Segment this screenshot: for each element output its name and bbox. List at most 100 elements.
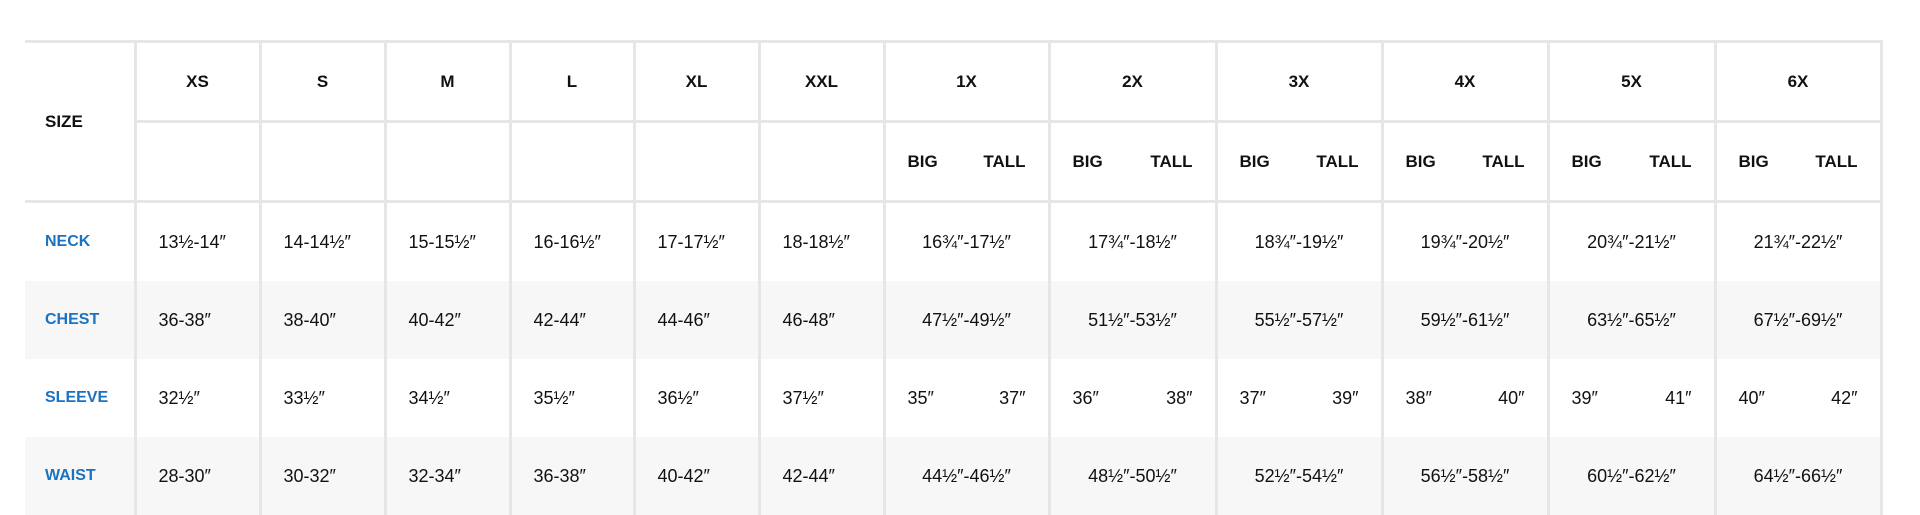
size-column-header: XL [632,40,761,123]
table-cell: 13½-14″ [133,201,262,281]
size-column-header: M [383,40,512,123]
tall-value: 41″ [1665,387,1692,408]
big-value: 37″ [1239,387,1266,408]
subtype-header: BIG TALL [882,120,1051,203]
subtype-header: BIG TALL [1546,120,1717,203]
table-cell: 40-42″ [383,281,512,359]
table-cell: 52½″-54½″ [1214,437,1384,515]
table-cell: 59½″-61½″ [1380,281,1550,359]
subtype-header: BIG TALL [1713,120,1883,203]
tall-label: TALL [1482,151,1525,171]
row-label: CHEST [25,281,137,359]
tall-value: 40″ [1498,387,1525,408]
table-cell: 35″ 37″ [882,359,1051,437]
header-row-subtypes: BIG TALL BIG TALL BIG TALL BIG TALL BIG TALL BIG TA… [25,120,1883,203]
table-cell: 38″ 40″ [1380,359,1550,437]
size-column-header: S [258,40,387,123]
size-column-header: 3X [1214,40,1384,123]
table-cell: 44½″-46½″ [882,437,1051,515]
big-label: BIG [1239,151,1270,171]
table-cell: 42-44″ [508,281,636,359]
table-cell: 36½″ [632,359,761,437]
header-row-sizes: SIZE XS S M L XL XXL 1X 2X 3X 4X 5X 6X [25,40,1883,203]
subtype-header [632,120,761,203]
table-cell: 19¾″-20½″ [1380,201,1550,281]
table-cell: 40-42″ [632,437,761,515]
table-cell: 40″ 42″ [1713,359,1883,437]
big-value: 40″ [1738,387,1765,408]
table-cell: 36-38″ [133,281,262,359]
table-cell: 17¾″-18½″ [1047,201,1218,281]
table-cell: 48½″-50½″ [1047,437,1218,515]
table-cell: 55½″-57½″ [1214,281,1384,359]
table-cell: 56½″-58½″ [1380,437,1550,515]
table-row-neck: NECK 13½-14″ 14-14½″ 15-15½″ 16-16½″ 17-17½″ 1… [25,201,1883,281]
row-label: SLEEVE [25,359,137,437]
subtype-header [757,120,886,203]
table-cell: 46-48″ [757,281,886,359]
table-cell: 37″ 39″ [1214,359,1384,437]
table-cell: 18¾″-19½″ [1214,201,1384,281]
table-cell: 14-14½″ [258,201,387,281]
table-cell: 51½″-53½″ [1047,281,1218,359]
table-cell: 21¾″-22½″ [1713,201,1883,281]
big-label: BIG [1405,151,1436,171]
table-cell: 47½″-49½″ [882,281,1051,359]
table-cell: 35½″ [508,359,636,437]
size-column-header: 4X [1380,40,1550,123]
table-cell: 34½″ [383,359,512,437]
table-cell: 32-34″ [383,437,512,515]
big-value: 36″ [1072,387,1099,408]
table-cell: 18-18½″ [757,201,886,281]
tall-label: TALL [1150,151,1193,171]
row-label: WAIST [25,437,137,515]
subtype-header: BIG TALL [1380,120,1550,203]
table-cell: 16¾″-17½″ [882,201,1051,281]
size-column-header: 6X [1713,40,1883,123]
table-cell: 17-17½″ [632,201,761,281]
size-column-header: 1X [882,40,1051,123]
tall-value: 37″ [999,387,1026,408]
size-column-header: XS [133,40,262,123]
big-value: 38″ [1405,387,1432,408]
subtype-header [133,120,262,203]
row-label: NECK [25,201,137,281]
table-cell: 28-30″ [133,437,262,515]
table-row-waist: WAIST 28-30″ 30-32″ 32-34″ 36-38″ 40-42″ 42-44… [25,437,1883,515]
size-column-header: 2X [1047,40,1218,123]
table-cell: 63½″-65½″ [1546,281,1717,359]
table-cell: 39″ 41″ [1546,359,1717,437]
subtype-header [258,120,387,203]
big-label: BIG [1571,151,1602,171]
subtype-header [508,120,636,203]
big-label: BIG [1738,151,1769,171]
table-cell: 32½″ [133,359,262,437]
table-cell: 42-44″ [757,437,886,515]
big-label: BIG [907,151,938,171]
subtype-header: BIG TALL [1214,120,1384,203]
subtype-header [383,120,512,203]
size-column-header: 5X [1546,40,1717,123]
table-cell: 16-16½″ [508,201,636,281]
tall-label: TALL [1815,151,1858,171]
table-cell: 60½″-62½″ [1546,437,1717,515]
big-value: 39″ [1571,387,1598,408]
table-cell: 36″ 38″ [1047,359,1218,437]
big-label: BIG [1072,151,1103,171]
tall-label: TALL [983,151,1026,171]
table-cell: 20¾″-21½″ [1546,201,1717,281]
table-cell: 30-32″ [258,437,387,515]
tall-label: TALL [1649,151,1692,171]
subtype-header: BIG TALL [1047,120,1218,203]
tall-value: 42″ [1831,387,1858,408]
size-header: SIZE [25,40,137,203]
table-cell: 15-15½″ [383,201,512,281]
size-chart-table: SIZE XS S M L XL XXL 1X 2X 3X 4X 5X 6X BIG TALL BIG TALL… [25,40,1883,515]
table-cell: 36-38″ [508,437,636,515]
table-cell: 33½″ [258,359,387,437]
table-row-sleeve: SLEEVE 32½″ 33½″ 34½″ 35½″ 36½″ 37½″ 35″ 37″ 36″ 3… [25,359,1883,437]
size-column-header: XXL [757,40,886,123]
table-cell: 44-46″ [632,281,761,359]
size-column-header: L [508,40,636,123]
tall-value: 39″ [1332,387,1359,408]
